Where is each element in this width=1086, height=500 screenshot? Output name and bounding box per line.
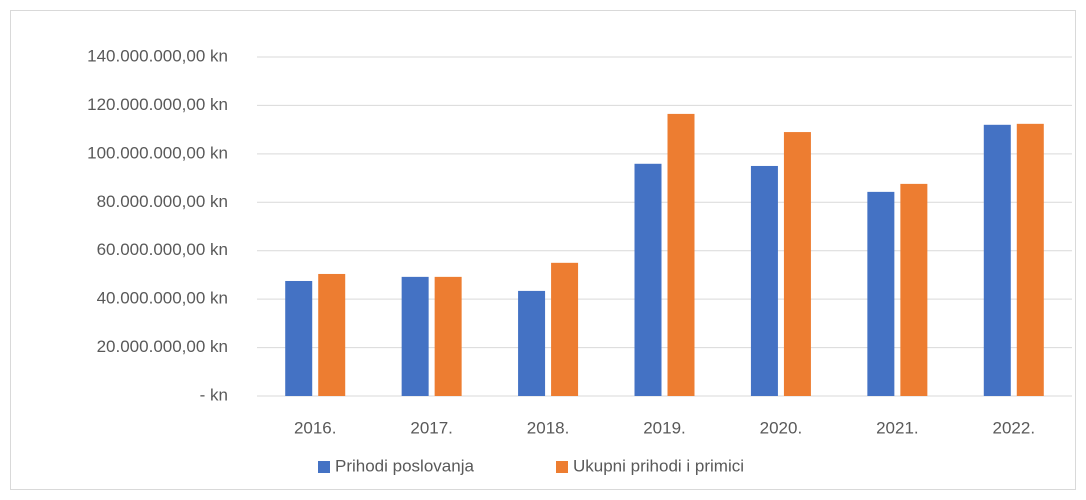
bar [1016, 123, 1044, 397]
x-tick-label: 2021. [876, 418, 919, 437]
bar [634, 163, 662, 396]
y-tick-label: 20.000.000,00 kn [97, 337, 228, 356]
y-tick-label: 40.000.000,00 kn [97, 289, 228, 308]
x-tick-label: 2016. [294, 418, 337, 437]
legend-swatch [556, 461, 568, 473]
x-tick-label: 2020. [760, 418, 803, 437]
bar [667, 113, 695, 397]
chart-frame [10, 10, 1076, 490]
bar [783, 132, 811, 397]
bar [551, 262, 579, 396]
y-tick-label: 80.000.000,00 kn [97, 192, 228, 211]
bar [318, 273, 346, 396]
bar [285, 280, 313, 396]
bar [518, 290, 546, 396]
y-tick-label: 100.000.000,00 kn [87, 143, 228, 162]
y-tick-label: 140.000.000,00 kn [87, 46, 228, 65]
bar [401, 276, 429, 396]
legend-label: Prihodi poslovanja [335, 456, 474, 475]
bar [434, 276, 462, 396]
x-tick-label: 2022. [993, 418, 1036, 437]
x-tick-label: 2017. [410, 418, 453, 437]
y-tick-label: - kn [200, 385, 228, 404]
x-tick-label: 2019. [643, 418, 686, 437]
bar [867, 191, 895, 396]
bar [983, 124, 1011, 397]
x-tick-label: 2018. [527, 418, 570, 437]
y-tick-label: 120.000.000,00 kn [87, 95, 228, 114]
legend-swatch [318, 461, 330, 473]
legend-label: Ukupni prihodi i primici [573, 456, 744, 475]
y-tick-label: 60.000.000,00 kn [97, 240, 228, 259]
bar [900, 183, 928, 396]
bar [750, 165, 778, 396]
